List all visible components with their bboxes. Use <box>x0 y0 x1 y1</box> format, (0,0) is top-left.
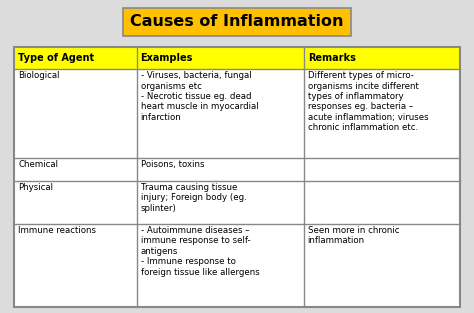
Text: Causes of Inflammation: Causes of Inflammation <box>130 14 344 29</box>
Text: - Viruses, bacteria, fungal
organisms etc
- Necrotic tissue eg. dead
heart muscl: - Viruses, bacteria, fungal organisms et… <box>140 71 258 122</box>
Bar <box>14 47 460 69</box>
Text: Trauma causing tissue
injury; Foreign body (eg.
splinter): Trauma causing tissue injury; Foreign bo… <box>140 183 246 213</box>
Text: Physical: Physical <box>18 183 53 192</box>
FancyBboxPatch shape <box>123 8 351 36</box>
Text: Biological: Biological <box>18 71 60 80</box>
Text: Seen more in chronic
inflammation: Seen more in chronic inflammation <box>308 226 399 245</box>
Text: Immune reactions: Immune reactions <box>18 226 96 235</box>
Text: Chemical: Chemical <box>18 161 58 169</box>
Text: Different types of micro-
organisms incite different
types of inflammatory
respo: Different types of micro- organisms inci… <box>308 71 428 132</box>
Text: - Autoimmune diseases –
immune response to self-
antigens
- Immune response to
f: - Autoimmune diseases – immune response … <box>140 226 259 277</box>
Bar <box>14 47 460 307</box>
Bar <box>14 47 460 307</box>
Text: Examples: Examples <box>140 53 193 63</box>
Text: Type of Agent: Type of Agent <box>18 53 94 63</box>
Text: Poisons, toxins: Poisons, toxins <box>140 161 204 169</box>
Text: Remarks: Remarks <box>308 53 356 63</box>
